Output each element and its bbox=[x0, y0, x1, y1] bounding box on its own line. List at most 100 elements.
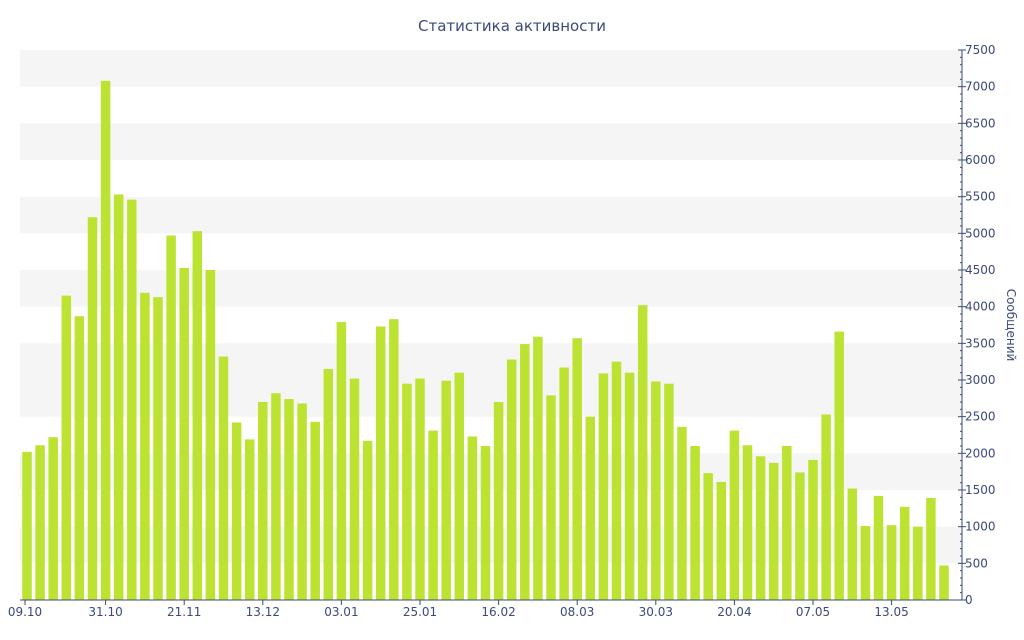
y-tick-label: 0 bbox=[965, 593, 973, 607]
bar bbox=[441, 380, 451, 600]
bar bbox=[428, 430, 438, 600]
x-tick-label: 07.05 bbox=[796, 605, 830, 619]
bar bbox=[349, 378, 360, 600]
y-tick-label: 2000 bbox=[965, 446, 996, 460]
grid-band bbox=[20, 380, 962, 417]
bar bbox=[664, 383, 674, 600]
bar bbox=[598, 373, 609, 600]
y-tick-label: 3000 bbox=[965, 373, 996, 387]
bar bbox=[402, 383, 412, 600]
bar bbox=[886, 525, 897, 600]
bar bbox=[899, 506, 910, 600]
y-tick-label: 3500 bbox=[965, 336, 996, 350]
bar bbox=[782, 446, 792, 600]
bars bbox=[22, 80, 949, 601]
grid-band bbox=[20, 526, 962, 564]
bar bbox=[48, 437, 58, 600]
y-tick-label: 6500 bbox=[965, 116, 996, 130]
y-tick-label: 1000 bbox=[965, 520, 996, 534]
bar bbox=[153, 297, 163, 600]
y-tick-label: 7500 bbox=[965, 43, 996, 57]
bar bbox=[611, 361, 622, 600]
grid-band bbox=[20, 270, 962, 307]
bar bbox=[533, 336, 543, 600]
bar bbox=[61, 295, 72, 600]
bar bbox=[939, 565, 949, 600]
y-tick-label: 7000 bbox=[965, 80, 996, 94]
bar bbox=[703, 473, 713, 600]
bar bbox=[218, 356, 229, 600]
grid-bands bbox=[20, 50, 962, 564]
bar bbox=[860, 525, 871, 600]
bar bbox=[690, 446, 700, 600]
bar bbox=[585, 416, 596, 600]
bar bbox=[506, 359, 517, 600]
x-tick-label: 21.11 bbox=[167, 605, 201, 619]
bar bbox=[100, 80, 111, 601]
bar bbox=[244, 439, 255, 600]
bar bbox=[336, 322, 347, 600]
bar bbox=[808, 459, 818, 600]
bar bbox=[651, 381, 661, 600]
bar bbox=[926, 498, 936, 600]
bar bbox=[821, 414, 831, 600]
x-tick-label: 09.10 bbox=[8, 605, 42, 619]
bar bbox=[467, 436, 478, 600]
grid-band bbox=[20, 453, 962, 490]
y-tick-label: 5500 bbox=[965, 190, 996, 204]
bar bbox=[113, 194, 124, 600]
y-tick-label: 6000 bbox=[965, 153, 996, 167]
bar bbox=[74, 316, 85, 600]
bar bbox=[22, 451, 32, 600]
bar bbox=[179, 267, 189, 600]
x-tick-label: 31.10 bbox=[88, 605, 122, 619]
y-tick-label: 1500 bbox=[965, 483, 996, 497]
bar bbox=[140, 292, 150, 600]
chart-title: Статистика активности bbox=[418, 17, 606, 35]
bar bbox=[271, 393, 281, 600]
bar bbox=[768, 462, 779, 600]
bar bbox=[415, 378, 425, 600]
y-tick-label: 5000 bbox=[965, 226, 996, 240]
bar bbox=[310, 421, 320, 600]
bar bbox=[520, 344, 530, 600]
bar bbox=[559, 367, 569, 600]
grid-band bbox=[20, 196, 962, 234]
bar bbox=[258, 402, 268, 600]
y-tick-label: 2500 bbox=[965, 410, 996, 424]
bar bbox=[572, 338, 582, 600]
bar bbox=[913, 526, 923, 600]
grid-band bbox=[20, 343, 962, 380]
x-tick-label: 08.03 bbox=[560, 605, 594, 619]
bar bbox=[375, 326, 386, 600]
grid-band bbox=[20, 123, 962, 160]
bar bbox=[624, 372, 635, 600]
bar bbox=[231, 422, 242, 600]
bar bbox=[847, 488, 858, 600]
x-tick-label: 25.01 bbox=[403, 605, 437, 619]
y-tick-label: 4000 bbox=[965, 300, 996, 314]
axes: 0 500 1000 1500 2000 2500 3000 3500 4000 4500 5000… bbox=[8, 43, 996, 619]
bar bbox=[454, 372, 465, 600]
bar bbox=[637, 305, 648, 600]
y-tick-label: 500 bbox=[965, 556, 988, 570]
bar bbox=[795, 472, 805, 600]
bar bbox=[493, 402, 504, 600]
bar bbox=[35, 445, 45, 600]
bar bbox=[127, 199, 137, 600]
bar bbox=[166, 235, 176, 600]
bar bbox=[87, 217, 98, 600]
bar bbox=[755, 456, 766, 600]
bar bbox=[297, 403, 307, 600]
bar bbox=[677, 426, 687, 600]
bar bbox=[742, 445, 753, 600]
bar bbox=[873, 495, 884, 600]
x-tick-label: 03.01 bbox=[324, 605, 358, 619]
bar bbox=[284, 399, 294, 600]
bar bbox=[480, 446, 491, 600]
bar bbox=[323, 369, 334, 600]
x-tick-label: 30.03 bbox=[639, 605, 673, 619]
y-tick-label: 4500 bbox=[965, 263, 996, 277]
